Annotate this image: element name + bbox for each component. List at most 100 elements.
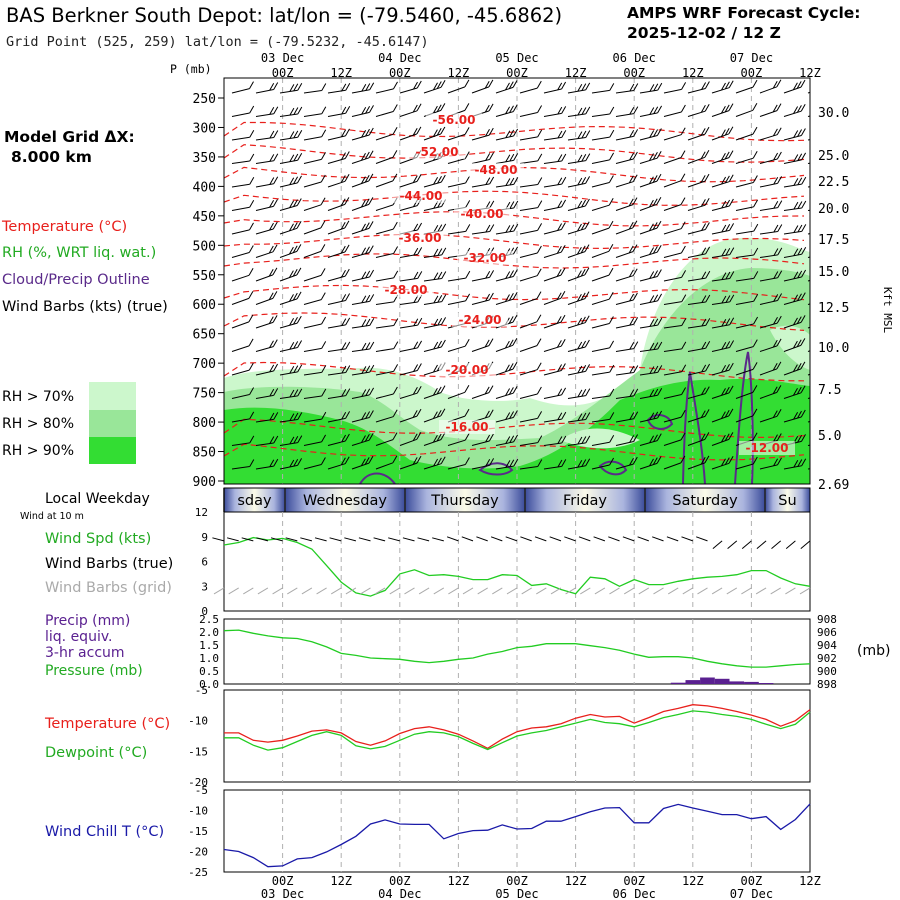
wind-barb-flag <box>561 106 567 114</box>
wind-barb-shaft <box>663 301 682 305</box>
wind-barb-flag <box>681 82 687 90</box>
height-axis: 30.0 25.0 22.5 20.0 17.5 15.0 12.5 10.0 7.5 5.0 2.… <box>818 106 849 493</box>
cross-section-grid <box>282 78 752 484</box>
wind-barb-shaft <box>711 87 730 94</box>
wind-barb-flag <box>580 268 586 277</box>
legend-temperature: Temperature (°C) <box>1 219 127 235</box>
surface-barb-true <box>666 536 679 542</box>
wind-barb-flag <box>489 152 495 160</box>
wind-barb-flag <box>464 103 470 111</box>
wind-barb-flag <box>344 456 350 464</box>
wind-barb-flag <box>657 410 663 419</box>
wind-barb-shaft <box>711 301 730 305</box>
wind-barb-flag <box>392 104 398 112</box>
wind-barb-flag <box>412 175 418 183</box>
wind-barb-flag <box>365 106 371 114</box>
wind-barb-shaft <box>471 159 490 164</box>
wind-barb-shaft <box>663 325 682 329</box>
surface-barb-grid <box>418 587 430 595</box>
wind-barb-flag <box>368 150 374 159</box>
temperature-contour <box>224 443 805 461</box>
surface-barb-true <box>771 540 782 549</box>
wind-barb-flag <box>536 245 542 254</box>
wind-barb-flag <box>536 338 542 346</box>
precip-bar <box>758 683 774 684</box>
pressure-tick-label: 450 <box>193 210 216 225</box>
wind-barb-flag <box>365 342 371 350</box>
wind-barb-flag <box>512 385 518 394</box>
surface-barb-true <box>490 536 503 542</box>
wind-barb-shaft <box>399 180 418 188</box>
wind-barb-flag <box>341 129 347 138</box>
wind-barb-flag <box>289 342 295 350</box>
wind-barb-shaft <box>783 416 802 423</box>
wind-barb-flag <box>557 364 563 372</box>
wind-barb-shaft <box>495 111 514 117</box>
panel-tick-right: 902 <box>817 652 837 665</box>
wind-barb-flag <box>464 79 470 88</box>
wind-barb-flag <box>361 129 367 138</box>
temperature-contour-labels: -56.00 -52.00 -48.00 -44.00 -40.00 -36.00 -32.… <box>378 113 795 455</box>
wind-barb-flag <box>704 126 710 135</box>
wind-barb-flag <box>465 175 471 184</box>
wind-barb-flag <box>608 316 614 324</box>
wind-barb-shaft <box>279 274 298 282</box>
wind-barb-shaft <box>399 415 418 423</box>
wind-barb-flag <box>249 411 255 420</box>
wind-barb-flag <box>729 317 735 326</box>
wind-barb-shaft <box>231 394 250 399</box>
wind-barb-flag <box>653 365 659 374</box>
wind-barb-flag <box>365 83 371 91</box>
wind-barb-flag <box>800 385 806 394</box>
wind-barb-flag <box>681 387 687 395</box>
wind-barb-flag <box>629 389 635 397</box>
wind-barb-flag <box>368 245 374 253</box>
precip-bar <box>744 681 759 684</box>
wind-barb-flag <box>341 294 347 302</box>
wind-barb-flag <box>297 364 303 373</box>
wind-barb-flag <box>561 435 567 444</box>
wind-barb-flag <box>721 176 727 185</box>
wind-barb-shaft <box>591 441 610 446</box>
wind-barb-flag <box>653 411 659 420</box>
wind-barb-flag <box>412 104 418 113</box>
wind-barb-flag <box>509 105 514 113</box>
wind-barb-shaft <box>567 205 586 211</box>
pressure-axis: 250 300 350 400 450 500 550 600 650 700 750 800 850 9… <box>193 92 224 490</box>
wind-barb-shaft <box>327 300 346 305</box>
wind-barb-shaft <box>759 182 778 188</box>
height-tick-label: 17.5 <box>818 233 849 248</box>
forecast-cycle-value: 2025-12-02 / 12 Z <box>627 24 781 42</box>
wind-barb-flag <box>360 458 366 466</box>
wind-barb-flag <box>629 293 635 302</box>
wind-barb-shaft <box>279 89 298 94</box>
wind-barb-flag <box>365 411 371 419</box>
wind-barb-shaft <box>231 345 250 352</box>
wind-barb-shaft <box>519 229 538 235</box>
wind-barb-shaft <box>255 370 274 376</box>
wind-barb-shaft <box>399 462 418 470</box>
wind-barb-flag <box>776 151 782 160</box>
surface-barb-grid <box>228 587 239 595</box>
wind-barb-flag <box>633 106 639 114</box>
wind-barb-shaft <box>663 157 682 164</box>
wind-barb-shaft <box>447 158 466 164</box>
wind-barb-flag <box>777 176 783 184</box>
wind-barb-shaft <box>423 206 442 211</box>
wind-barb-flag <box>416 174 422 182</box>
wind-barb-shaft <box>687 204 706 211</box>
wind-barb-shaft <box>639 203 658 211</box>
wind-barb-flag <box>793 154 799 162</box>
pressure-tick-label: 250 <box>193 92 216 107</box>
wind-barb-flag <box>344 220 350 229</box>
wind-barb-shaft <box>615 372 634 376</box>
wind-barb-flag <box>557 200 563 208</box>
wind-barb-flag <box>728 80 734 88</box>
bottom-time-tick: 00Z <box>623 874 645 888</box>
wind-barb-flag <box>488 103 494 112</box>
wind-barb-shaft <box>735 206 754 211</box>
wind-barb-flag <box>296 198 302 206</box>
wind-barb-flag <box>561 176 567 185</box>
wind-barb-flag <box>489 270 495 278</box>
wind-barb-flag <box>632 268 638 276</box>
